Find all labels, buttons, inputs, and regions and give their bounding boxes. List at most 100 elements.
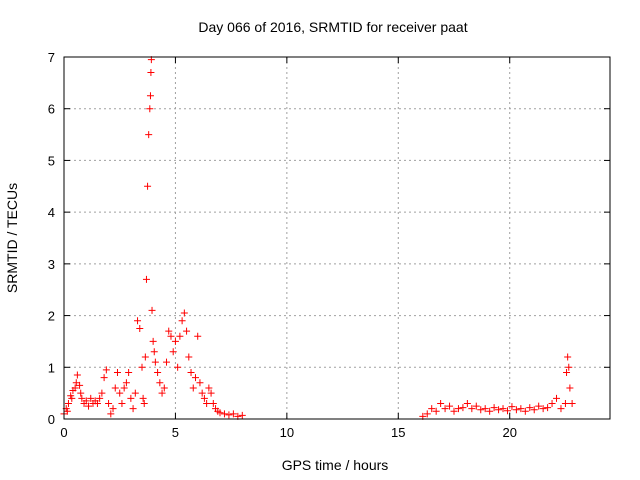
- data-point: [111, 384, 119, 392]
- data-point: [508, 403, 516, 411]
- data-point: [517, 405, 525, 413]
- data-point: [163, 358, 171, 366]
- x-tick-labels: 0 5 10 15 20: [60, 425, 517, 440]
- data-point: [561, 399, 569, 407]
- data-point: [454, 405, 462, 413]
- y-tick-label: 2: [48, 309, 55, 324]
- data-point: [96, 394, 104, 402]
- x-tick-label: 20: [502, 425, 516, 440]
- data-point: [568, 399, 576, 407]
- data-point: [477, 406, 485, 414]
- chart-title: Day 066 of 2016, SRMTID for receiver paa…: [198, 19, 467, 35]
- x-tick-label: 15: [391, 425, 405, 440]
- data-point: [194, 332, 202, 340]
- data-point: [463, 399, 471, 407]
- data-point: [450, 407, 458, 415]
- data-point: [432, 407, 440, 415]
- y-tick-label: 7: [48, 50, 55, 65]
- data-point: [93, 399, 101, 407]
- data-point: [189, 384, 197, 392]
- data-point: [220, 410, 228, 418]
- data-point: [225, 411, 233, 419]
- data-point: [151, 358, 159, 366]
- data-point: [183, 327, 191, 335]
- data-point: [437, 399, 445, 407]
- data-point: [180, 309, 188, 317]
- y-tick-label: 4: [48, 205, 55, 220]
- data-point: [171, 337, 179, 345]
- data-point: [564, 353, 572, 361]
- data-point: [196, 379, 204, 387]
- data-point: [109, 405, 117, 413]
- data-point: [131, 389, 139, 397]
- data-point: [156, 379, 164, 387]
- data-point: [446, 402, 454, 410]
- data-point: [144, 182, 152, 190]
- y-tick-label: 1: [48, 360, 55, 375]
- data-point: [486, 407, 494, 415]
- data-point: [73, 371, 81, 379]
- data-point: [428, 405, 436, 413]
- data-point: [147, 69, 155, 77]
- data-point: [563, 368, 571, 376]
- data-point: [565, 363, 573, 371]
- data-point: [129, 405, 137, 413]
- data-point: [165, 327, 173, 335]
- y-tick-label: 5: [48, 153, 55, 168]
- y-tick-label: 6: [48, 102, 55, 117]
- data-point: [185, 353, 193, 361]
- data-point: [140, 399, 148, 407]
- data-point: [146, 92, 154, 100]
- data-point: [113, 368, 121, 376]
- data-point: [526, 404, 534, 412]
- data-point: [148, 306, 156, 314]
- data-point: [553, 394, 561, 402]
- data-point: [566, 384, 574, 392]
- data-point: [176, 332, 184, 340]
- data-point: [116, 389, 124, 397]
- data-point: [174, 363, 182, 371]
- data-point: [178, 317, 186, 325]
- data-point: [85, 402, 93, 410]
- data-point: [98, 389, 106, 397]
- data-point: [139, 394, 147, 402]
- data-point: [557, 405, 565, 413]
- data-point: [503, 407, 511, 415]
- data-point: [198, 389, 206, 397]
- data-point: [76, 381, 84, 389]
- data-point: [200, 394, 208, 402]
- data-point: [530, 406, 538, 414]
- data-point: [191, 374, 199, 382]
- data-point: [71, 384, 79, 392]
- data-point: [68, 394, 76, 402]
- data-point: [216, 409, 224, 417]
- axis-ticks: [63, 56, 610, 420]
- data-point: [544, 404, 552, 412]
- data-point: [138, 363, 146, 371]
- data-point: [122, 379, 130, 387]
- data-point: [512, 406, 520, 414]
- data-point: [63, 407, 71, 415]
- y-tick-label: 0: [48, 412, 55, 427]
- data-point: [459, 404, 467, 412]
- data-point: [141, 353, 149, 361]
- data-point: [154, 368, 162, 376]
- data-point: [125, 368, 133, 376]
- x-tick-label: 10: [280, 425, 294, 440]
- data-point: [495, 406, 503, 414]
- data-point: [158, 389, 166, 397]
- data-points: [60, 56, 576, 420]
- y-axis-label: SRMTID / TECUs: [4, 183, 20, 293]
- data-point: [169, 348, 177, 356]
- data-point: [82, 397, 90, 405]
- data-point: [187, 368, 195, 376]
- data-point: [87, 394, 95, 402]
- data-point: [107, 410, 115, 418]
- x-tick-label: 5: [172, 425, 179, 440]
- data-point: [238, 411, 246, 419]
- data-point: [145, 131, 153, 139]
- data-point: [521, 407, 529, 415]
- data-point: [472, 402, 480, 410]
- data-point: [441, 405, 449, 413]
